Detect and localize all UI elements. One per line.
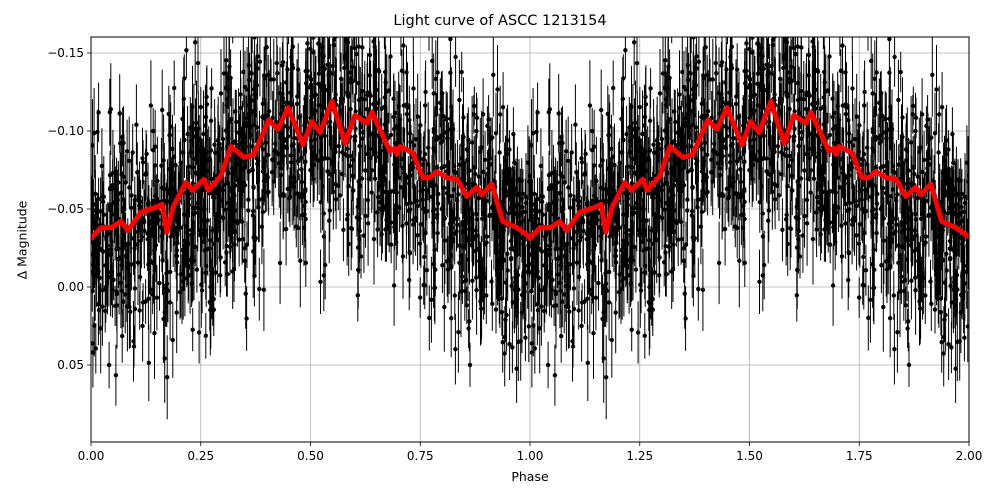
x-tick-label: 1.25: [626, 449, 653, 463]
x-tick-label: 0.25: [187, 449, 214, 463]
x-tick-label: 1.50: [736, 449, 763, 463]
x-tick-label: 0.75: [407, 449, 434, 463]
chart-title: Light curve of ASCC 1213154: [393, 13, 607, 29]
y-tick-label: −0.10: [47, 124, 84, 138]
y-tick-label: −0.05: [47, 202, 84, 216]
y-tick-label: −0.15: [47, 46, 84, 60]
x-tick-label: 1.00: [517, 449, 544, 463]
x-tick-label: 2.00: [956, 449, 983, 463]
x-tick-label: 0.00: [78, 449, 105, 463]
y-axis-ticks: −0.15 −0.10 −0.05 0.00 0.05: [47, 46, 91, 372]
y-tick-label: 0.05: [57, 358, 84, 372]
x-tick-label: 1.75: [846, 449, 873, 463]
binned-curve: [91, 98, 969, 242]
y-tick-label: 0.00: [57, 280, 84, 294]
x-axis-ticks: 0.00 0.25 0.50 0.75 1.00 1.25 1.50 1.75 2.00: [78, 442, 983, 463]
x-tick-label: 0.50: [297, 449, 324, 463]
x-axis-label: Phase: [511, 469, 549, 484]
